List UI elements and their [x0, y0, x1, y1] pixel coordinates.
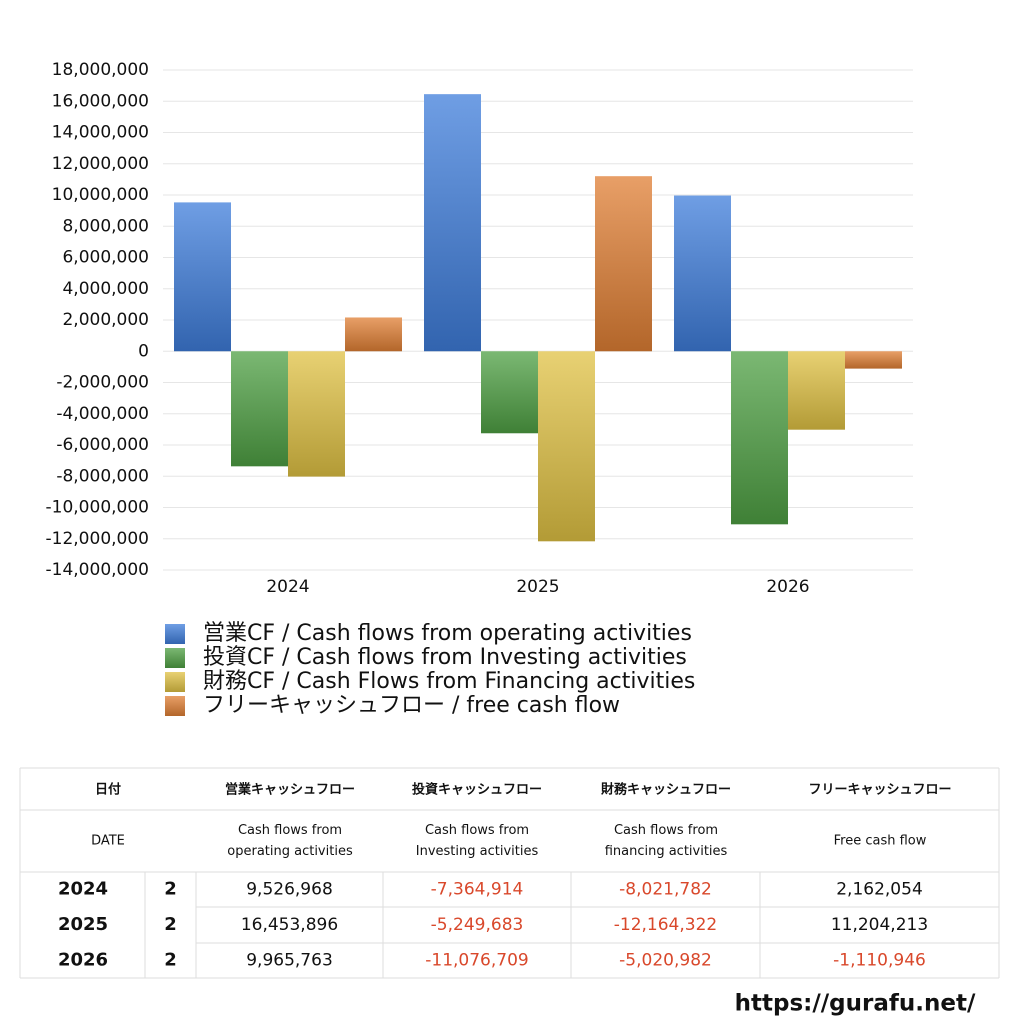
y-tick-label: 0 — [138, 341, 149, 361]
bar — [731, 351, 788, 525]
table-subheader: Cash flows from — [425, 823, 529, 838]
table-cell: 2025 — [58, 914, 108, 935]
y-tick-label: -6,000,000 — [56, 435, 149, 455]
table-cell: 9,965,763 — [246, 951, 333, 971]
y-tick-label: 14,000,000 — [52, 123, 149, 143]
table-cell: -5,249,683 — [431, 915, 524, 935]
bar — [424, 94, 481, 352]
table-subheader: Cash flows from — [614, 823, 718, 838]
legend-swatch — [165, 696, 185, 716]
table-cell: 11,204,213 — [831, 915, 928, 935]
table-subheader: operating activities — [227, 844, 353, 859]
legend-label: 財務CF / Cash Flows from Financing activit… — [203, 669, 695, 694]
table-cell: 2 — [164, 914, 177, 935]
table-header: フリーキャッシュフロー — [808, 783, 951, 798]
y-tick-label: 8,000,000 — [62, 216, 149, 236]
table-subheader: DATE — [91, 834, 125, 849]
bar — [231, 351, 288, 467]
bar — [345, 317, 402, 352]
table-cell: -1,110,946 — [833, 951, 926, 971]
table-cell: 2,162,054 — [836, 880, 923, 900]
bar — [288, 351, 345, 477]
y-tick-label: 18,000,000 — [52, 60, 149, 80]
x-tick-label: 2026 — [766, 577, 809, 597]
legend-label: フリーキャッシュフロー / free cash flow — [203, 693, 620, 718]
table-cell: -8,021,782 — [619, 880, 712, 900]
table-cell: -11,076,709 — [425, 951, 528, 971]
y-tick-label: 2,000,000 — [62, 310, 149, 330]
y-tick-label: 6,000,000 — [62, 248, 149, 268]
table-cell: 16,453,896 — [241, 915, 338, 935]
y-tick-label: -4,000,000 — [56, 404, 149, 424]
y-tick-label: -14,000,000 — [46, 560, 149, 580]
bar — [674, 195, 731, 352]
legend-label: 営業CF / Cash flows from operating activit… — [203, 621, 692, 646]
y-tick-label: -2,000,000 — [56, 373, 149, 393]
table-cell: 2026 — [58, 950, 108, 971]
legend-swatch — [165, 672, 185, 692]
table-subheader: Investing activities — [416, 844, 539, 859]
table-header: 日付 — [95, 782, 121, 798]
bar — [788, 351, 845, 430]
bar — [481, 351, 538, 434]
legend-swatch — [165, 648, 185, 668]
y-tick-label: -10,000,000 — [46, 498, 149, 518]
table-header: 財務キャッシュフロー — [600, 782, 731, 798]
bar — [845, 351, 902, 369]
table-cell: 2024 — [58, 879, 108, 900]
y-tick-label: 10,000,000 — [52, 185, 149, 205]
x-tick-label: 2024 — [266, 577, 309, 597]
table-cell: -5,020,982 — [619, 951, 712, 971]
y-tick-label: -12,000,000 — [46, 529, 149, 549]
table-cell: -7,364,914 — [431, 880, 524, 900]
table-cell: 9,526,968 — [246, 880, 333, 900]
legend-swatch — [165, 624, 185, 644]
table-header: 投資キャッシュフロー — [412, 782, 542, 798]
legend-label: 投資CF / Cash flows from Investing activit… — [203, 645, 687, 670]
y-tick-label: 12,000,000 — [52, 154, 149, 174]
table-cell: 2 — [164, 879, 177, 900]
table-subheader: Free cash flow — [834, 834, 927, 849]
bar — [595, 176, 652, 352]
table-cell: -12,164,322 — [614, 915, 717, 935]
table-cell: 2 — [164, 950, 177, 971]
y-tick-label: 16,000,000 — [52, 91, 149, 111]
bar — [174, 202, 231, 352]
x-tick-label: 2025 — [516, 577, 559, 597]
y-tick-label: 4,000,000 — [62, 279, 149, 299]
y-tick-label: -8,000,000 — [56, 466, 149, 486]
table-subheader: financing activities — [605, 844, 728, 859]
table-subheader: Cash flows from — [238, 823, 342, 838]
table-header: 営業キャッシュフロー — [225, 782, 355, 798]
bar — [538, 351, 595, 542]
footer-url: https://gurafu.net/ — [735, 991, 976, 1017]
